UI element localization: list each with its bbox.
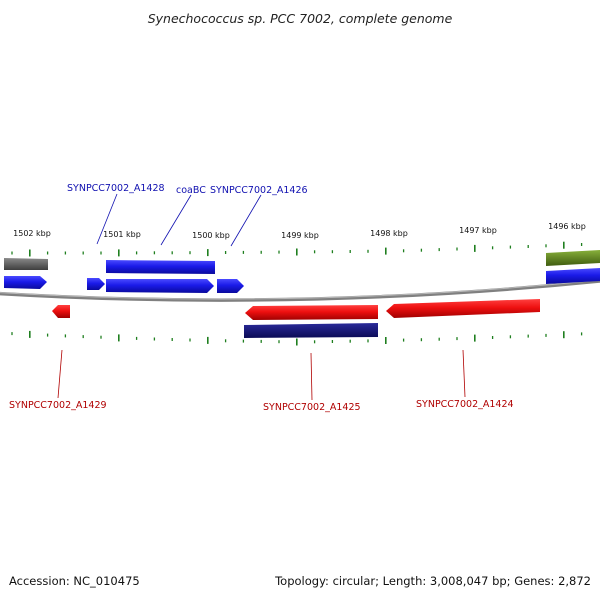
scale-label: 1497 kbp xyxy=(459,226,497,235)
scale-label: 1499 kbp xyxy=(281,231,319,240)
gene-label-a1428[interactable]: SYNPCC7002_A1428 xyxy=(67,183,165,194)
leader-line xyxy=(160,194,192,246)
gene-label-a1426[interactable]: SYNPCC7002_A1426 xyxy=(210,185,308,196)
forward-features xyxy=(4,250,600,293)
scale-labels: 1502 kbp 1501 kbp 1500 kbp 1499 kbp 1498… xyxy=(13,222,586,240)
reverse-features xyxy=(52,299,540,338)
gene-forward-arrow[interactable] xyxy=(106,279,214,293)
genome-summary-text: Topology: circular; Length: 3,008,047 bp… xyxy=(274,574,591,588)
gene-a1424-arrow[interactable] xyxy=(386,299,540,318)
gene-gray-block[interactable] xyxy=(4,258,48,270)
gene-navy-block[interactable] xyxy=(244,323,378,338)
leader-line xyxy=(57,349,63,399)
gene-forward-arrow[interactable] xyxy=(217,279,244,293)
genome-backbone xyxy=(0,279,600,302)
scale-label: 1500 kbp xyxy=(192,231,230,240)
genome-backbone-highlight xyxy=(0,279,600,300)
gene-label-a1425[interactable]: SYNPCC7002_A1425 xyxy=(263,402,361,413)
accession-text: Accession: NC_010475 xyxy=(9,574,140,588)
gene-label-a1429[interactable]: SYNPCC7002_A1429 xyxy=(9,400,107,411)
scale-label: 1498 kbp xyxy=(370,229,408,238)
gene-labels: SYNPCC7002_A1428 coaBC SYNPCC7002_A1426 … xyxy=(9,183,514,413)
gene-label-a1424[interactable]: SYNPCC7002_A1424 xyxy=(416,399,514,410)
gene-label-coabc[interactable]: coaBC xyxy=(176,185,206,196)
gene-forward-arrow[interactable] xyxy=(87,278,105,290)
gene-forward-block[interactable] xyxy=(546,268,600,284)
leader-line xyxy=(310,352,313,401)
label-leaders xyxy=(57,193,466,401)
lower-tick-row xyxy=(11,330,583,346)
leader-line xyxy=(96,193,118,245)
scale-label: 1501 kbp xyxy=(103,230,141,239)
gene-a1425-arrow[interactable] xyxy=(245,305,378,320)
map-title: Synechococcus sp. PCC 7002, complete gen… xyxy=(148,11,453,26)
gene-coabc-block[interactable] xyxy=(106,260,215,274)
leader-line xyxy=(462,349,466,398)
upper-tick-row xyxy=(11,241,583,257)
gene-forward-arrow[interactable] xyxy=(4,276,47,289)
scale-label: 1502 kbp xyxy=(13,229,51,238)
gene-olive-block[interactable] xyxy=(546,250,600,266)
gene-a1429-arrow[interactable] xyxy=(52,305,70,318)
leader-line xyxy=(230,194,262,247)
scale-label: 1496 kbp xyxy=(548,222,586,231)
